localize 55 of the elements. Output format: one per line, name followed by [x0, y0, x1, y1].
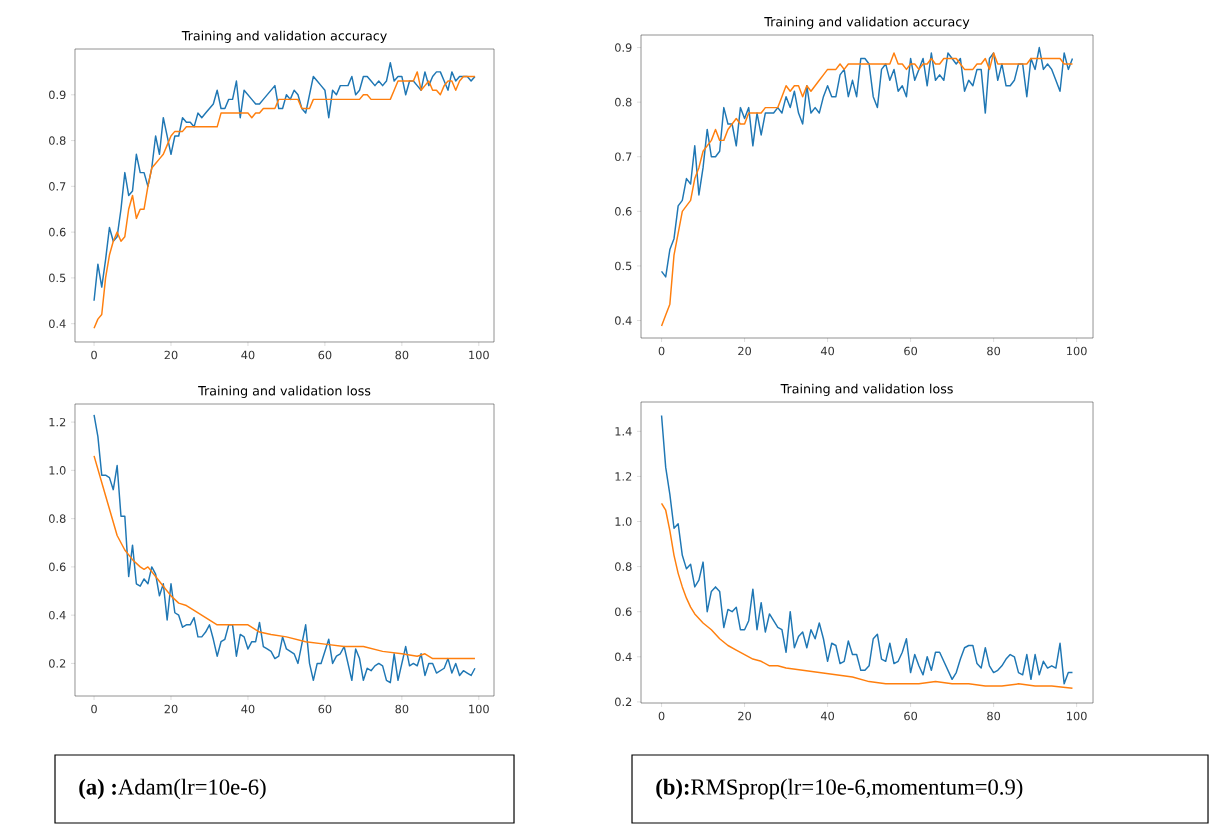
x-tick-label: 0	[658, 711, 665, 721]
y-tick-label: 0.2	[49, 659, 66, 668]
text: (a) :Adam(lr=10e-6)	[79, 778, 266, 800]
text: (b):RMSprop(lr=10e-6,momentum=0.9)	[656, 778, 1023, 800]
y-tick-label: 0.8	[49, 136, 66, 145]
y-tick-label: 0.4	[49, 319, 66, 328]
y-tick-label: 0.5	[49, 273, 66, 283]
chart-title: Training and validation accuracy	[181, 30, 387, 43]
y-tick-label: 0.9	[49, 90, 66, 100]
y-tick-label: 0.8	[49, 514, 66, 523]
y-tick-label: 0.5	[615, 261, 632, 271]
y-tick-label: 1.4	[615, 427, 632, 436]
x-tick-label: 20	[164, 704, 178, 714]
y-tick-label: 1.2	[615, 472, 632, 481]
y-tick-label: 0.2	[615, 697, 632, 707]
x-tick-label: 40	[820, 346, 835, 356]
x-tick-label: 40	[241, 704, 255, 714]
x-tick-label: 0	[91, 704, 97, 714]
y-tick-label: 0.6	[49, 562, 66, 572]
x-tick-label: 80	[987, 711, 1001, 721]
y-tick-label: 0.6	[615, 607, 632, 616]
x-tick-label: 100	[1067, 346, 1087, 356]
x-tick-label: 80	[395, 350, 409, 360]
x-tick-label: 100	[469, 704, 489, 714]
y-tick-label: 0.6	[615, 207, 632, 216]
x-tick-label: 80	[987, 346, 1001, 356]
x-tick-label: 20	[738, 346, 752, 356]
chart-title: Training and validation accuracy	[764, 16, 970, 29]
x-tick-label: 60	[318, 350, 332, 360]
x-tick-label: 100	[469, 350, 489, 360]
y-tick-label: 1.0	[615, 517, 632, 526]
x-tick-label: 100	[1067, 711, 1087, 721]
x-tick-label: 60	[904, 711, 918, 721]
y-tick-label: 0.9	[615, 43, 632, 52]
chart-title: Training and validation loss	[780, 383, 953, 396]
y-tick-label: 0.8	[615, 97, 632, 107]
y-tick-label: 0.4	[615, 316, 632, 325]
y-tick-label: 0.4	[49, 610, 66, 620]
x-tick-label: 0	[658, 346, 665, 356]
x-tick-label: 0	[91, 350, 97, 360]
y-tick-label: 1.0	[49, 466, 66, 475]
chart-title: Training and validation loss	[198, 385, 371, 398]
y-tick-label: 0.4	[615, 652, 632, 662]
y-tick-label: 0.8	[615, 562, 632, 571]
y-tick-label: 1.2	[49, 417, 66, 427]
x-tick-label: 40	[820, 711, 835, 721]
x-tick-label: 20	[738, 711, 752, 721]
x-tick-label: 40	[241, 350, 255, 360]
x-tick-label: 80	[395, 704, 409, 714]
x-tick-label: 20	[164, 350, 178, 360]
y-tick-label: 0.6	[49, 227, 66, 237]
x-tick-label: 60	[318, 704, 332, 714]
y-tick-label: 0.7	[615, 152, 632, 162]
x-tick-label: 60	[904, 346, 918, 356]
y-tick-label: 0.7	[49, 182, 66, 191]
